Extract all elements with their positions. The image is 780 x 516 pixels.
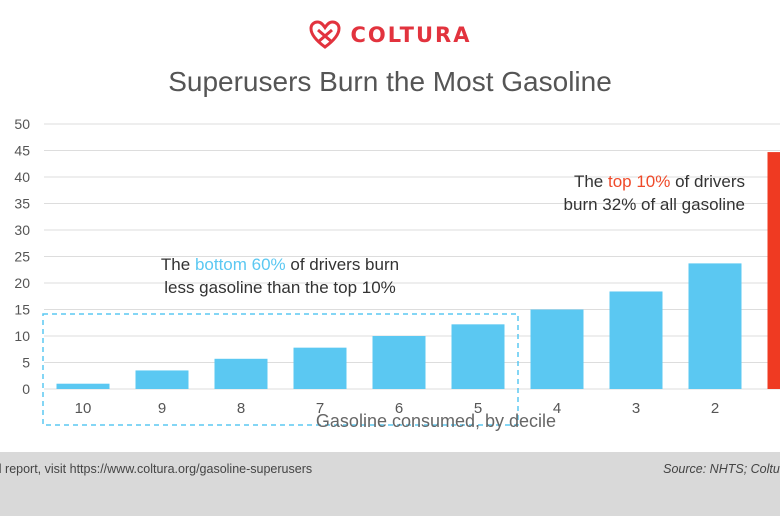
top-10-annotation: The top 10% of drivers burn 32% of all g… xyxy=(520,170,745,216)
x-tick-label: 3 xyxy=(632,400,640,417)
y-tick-label: 0 xyxy=(22,381,30,397)
bar-highlight xyxy=(767,152,780,389)
x-tick-label: 6 xyxy=(395,400,403,417)
y-tick-label: 25 xyxy=(14,249,30,265)
bottom-note-highlight: bottom 60% xyxy=(194,255,286,274)
x-tick-label: 8 xyxy=(237,400,245,417)
brand: COLTURA xyxy=(0,18,780,52)
top-note-pre: The xyxy=(573,172,608,191)
y-tick-label: 15 xyxy=(14,302,30,318)
footer: ll report, visit https://www.coltura.org… xyxy=(0,452,780,516)
top-note-highlight: top 10% xyxy=(607,172,671,191)
y-tick-label: 50 xyxy=(14,116,30,132)
bar xyxy=(609,291,663,389)
x-tick-label: 5 xyxy=(474,400,482,417)
x-axis-label: Gasoline consumed, by decile xyxy=(316,411,556,431)
y-tick-label: 35 xyxy=(14,196,30,212)
y-tick-label: 40 xyxy=(14,169,30,185)
top-note-post: of drivers xyxy=(670,172,745,191)
bar xyxy=(530,309,584,389)
y-tick-label: 10 xyxy=(14,328,30,344)
y-tick-label: 30 xyxy=(14,222,30,238)
bar xyxy=(214,358,268,389)
x-tick-label: 2 xyxy=(711,400,719,417)
top-note-line2: burn 32% of all gasoline xyxy=(563,195,745,214)
x-tick-label: 4 xyxy=(553,400,561,417)
x-tick-label: 10 xyxy=(75,400,92,417)
x-tick-label: 7 xyxy=(316,400,324,417)
bar xyxy=(293,347,347,389)
y-tick-label: 20 xyxy=(14,275,30,291)
y-tick-label: 45 xyxy=(14,143,30,159)
x-tick-label: 9 xyxy=(158,400,166,417)
bottom-60-annotation: The bottom 60% of drivers burn less gaso… xyxy=(110,253,450,299)
bar xyxy=(56,383,110,389)
brand-name: COLTURA xyxy=(350,23,472,47)
y-tick-label: 5 xyxy=(22,355,30,371)
source-text: Source: NHTS; Coltur xyxy=(663,462,780,476)
bar xyxy=(451,324,505,389)
bottom-60-box xyxy=(42,313,519,426)
bar-chart: 0510152025303540455010987654321Gasoline … xyxy=(14,116,780,431)
bar xyxy=(372,336,426,389)
heart-knot-icon xyxy=(309,20,341,49)
chart-title: Superusers Burn the Most Gasoline xyxy=(168,66,612,97)
bottom-note-post: of drivers burn xyxy=(285,255,400,274)
bar xyxy=(135,370,189,389)
bar xyxy=(688,263,742,389)
bottom-note-line2: less gasoline than the top 10% xyxy=(164,278,396,297)
report-link-text: ll report, visit https://www.coltura.org… xyxy=(0,462,313,476)
bottom-note-pre: The xyxy=(160,255,195,274)
